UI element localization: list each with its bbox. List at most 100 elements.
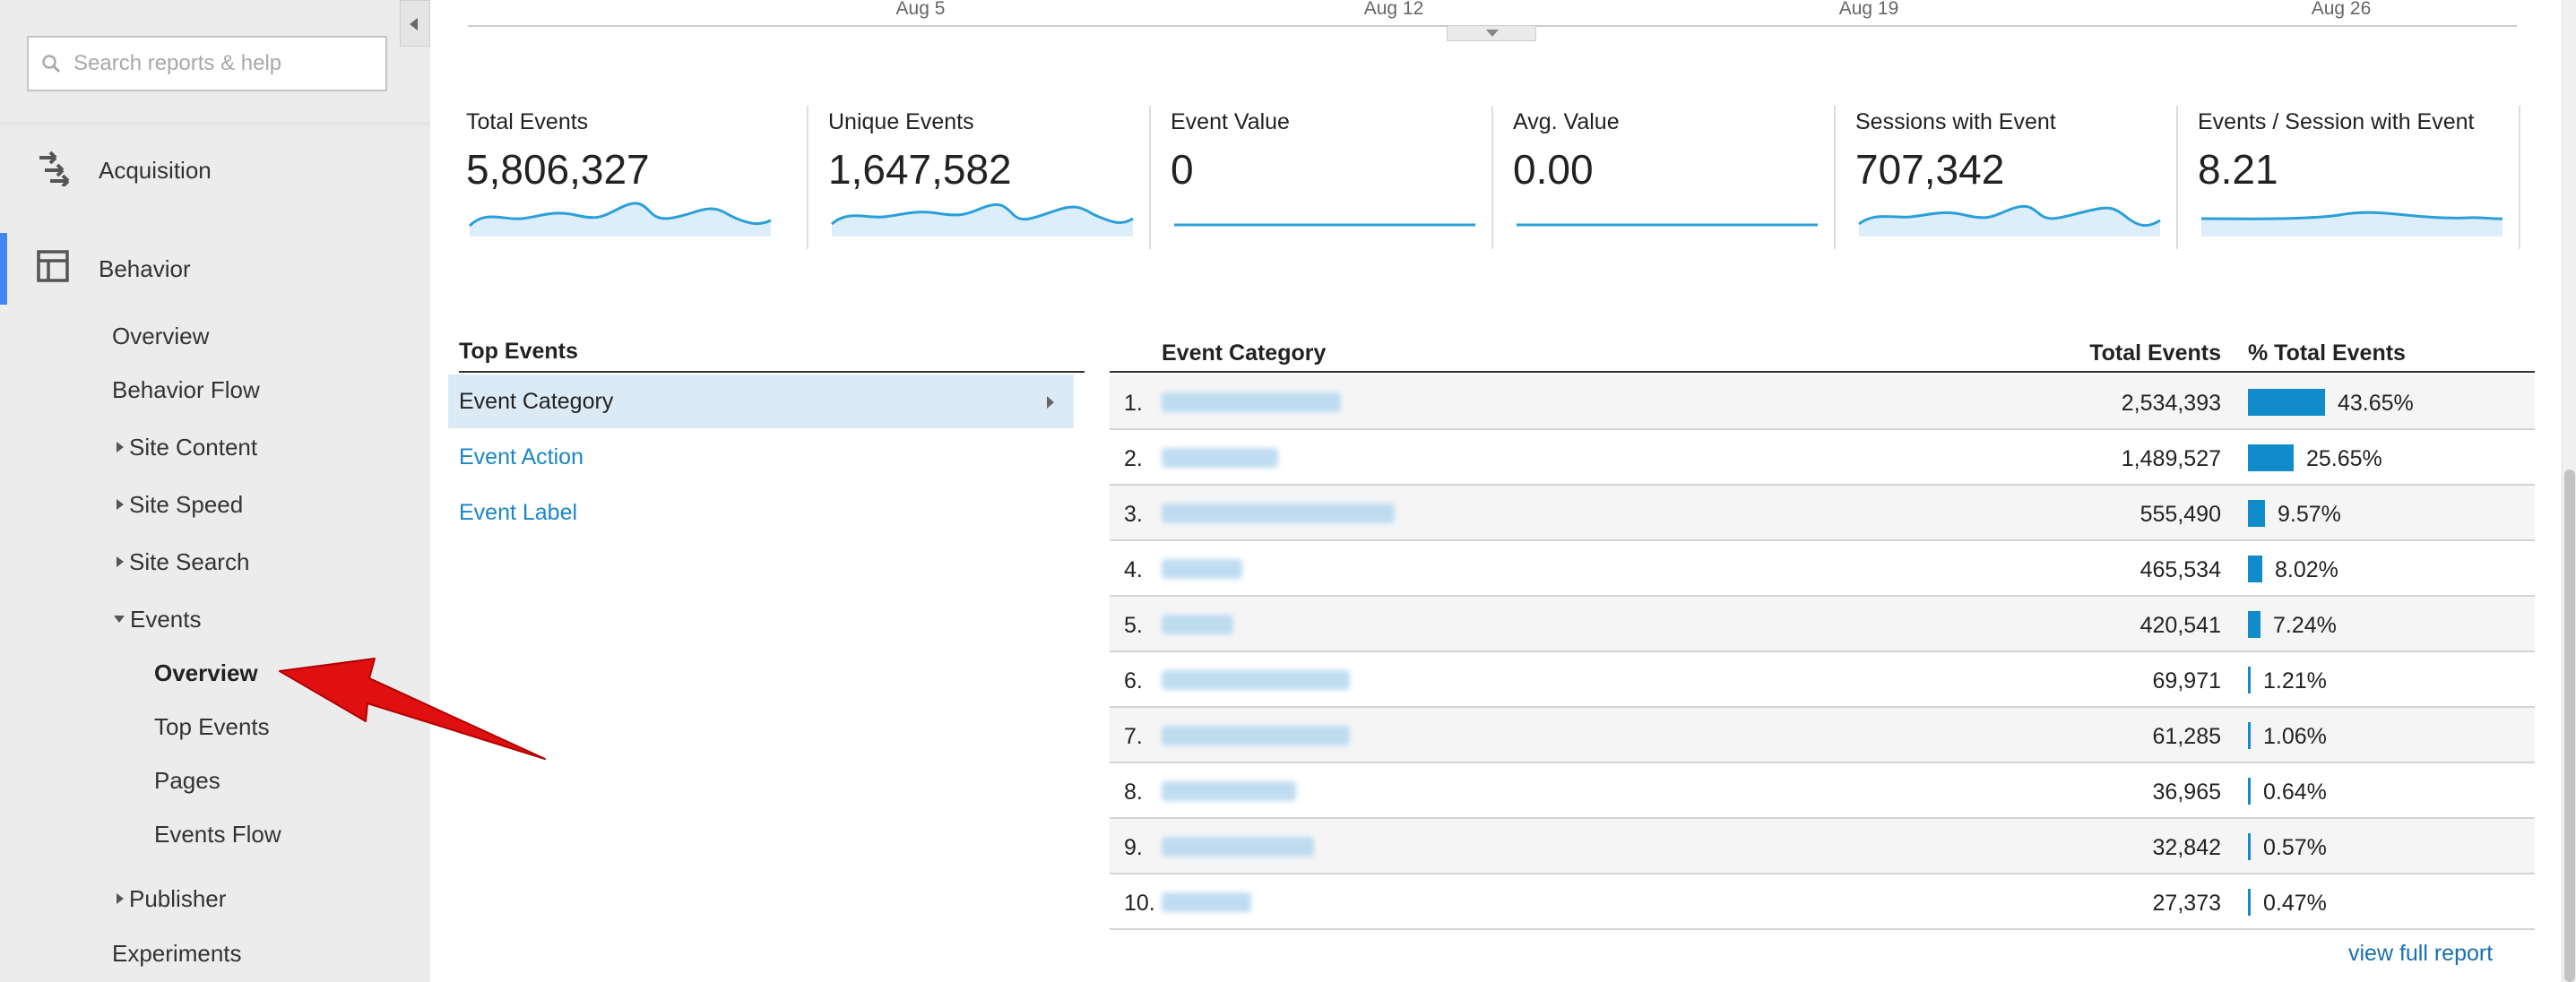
metric-events-per-session[interactable]: Events / Session with Event 8.21 <box>2178 106 2520 249</box>
row-rank: 10. <box>1124 891 1155 916</box>
table-row[interactable]: 8. 36,965 0.64% <box>1110 763 2535 819</box>
redacted-category-link[interactable] <box>1162 726 1350 745</box>
metric-avg-value[interactable]: Avg. Value 0.00 <box>1493 106 1836 249</box>
table-row[interactable]: 1. 2,534,393 43.65% <box>1110 375 2535 430</box>
column-header-pct-total[interactable]: % Total Events <box>2248 340 2406 366</box>
page-scrollbar[interactable] <box>2562 0 2576 982</box>
row-total-events: 555,490 <box>2139 502 2221 527</box>
redacted-category-link[interactable] <box>1162 670 1350 690</box>
nav-site-content[interactable]: Site Content <box>117 434 257 461</box>
timeline-expand-handle[interactable] <box>1447 25 1536 41</box>
metric-name: Sessions with Event <box>1855 109 2056 134</box>
nav-behavior[interactable]: Behavior <box>0 233 430 305</box>
row-share-bar <box>2248 889 2251 916</box>
redacted-category-link[interactable] <box>1162 559 1242 579</box>
top-events-item-action[interactable]: Event Action <box>448 430 1074 484</box>
annotation-arrow-icon <box>279 658 546 760</box>
table-row[interactable]: 6. 69,971 1.21% <box>1110 652 2535 708</box>
scrollbar-thumb[interactable] <box>2564 469 2575 982</box>
nav-events-overview[interactable]: Overview <box>154 659 258 686</box>
column-header-total-events[interactable]: Total Events <box>2089 340 2221 366</box>
row-rank: 2. <box>1124 446 1143 471</box>
nav-events-flow[interactable]: Events Flow <box>154 821 281 848</box>
top-events-item-label-text: Event Label <box>459 499 578 525</box>
metric-value: 8.21 <box>2198 146 2278 193</box>
nav-site-speed[interactable]: Site Speed <box>117 491 243 519</box>
collapse-arrow-icon <box>114 616 125 624</box>
row-share-bar <box>2248 722 2251 749</box>
top-events-item-label[interactable]: Event Label <box>448 486 1074 539</box>
nav-acquisition[interactable]: Acquisition <box>0 134 430 206</box>
column-header-category[interactable]: Event Category <box>1162 340 1327 366</box>
nav-experiments[interactable]: Experiments <box>112 940 242 967</box>
row-share-bar <box>2248 667 2251 693</box>
table-row[interactable]: 4. 465,534 8.02% <box>1110 541 2535 597</box>
row-rank: 6. <box>1124 668 1143 693</box>
search-icon <box>41 54 61 78</box>
row-total-events: 61,285 <box>2152 724 2221 749</box>
redacted-category-link[interactable] <box>1162 892 1251 912</box>
nav-site-search[interactable]: Site Search <box>117 548 249 576</box>
nav-publisher[interactable]: Publisher <box>117 885 226 913</box>
table-row[interactable]: 3. 555,490 9.57% <box>1110 486 2535 541</box>
sparkline <box>831 202 1134 237</box>
redacted-category-link[interactable] <box>1162 504 1395 523</box>
sparkline <box>1858 204 2161 237</box>
row-total-events: 2,534,393 <box>2121 391 2221 416</box>
table-header: Event Category Total Events % Total Even… <box>1110 339 2535 373</box>
nav-events-label: Events <box>130 606 202 633</box>
expand-arrow-icon <box>117 442 124 453</box>
table-row[interactable]: 2. 1,489,527 25.65% <box>1110 430 2535 486</box>
row-total-events: 32,842 <box>2152 835 2221 860</box>
top-events-item-label: Event Action <box>459 444 583 469</box>
table-row[interactable]: 10. 27,373 0.47% <box>1110 874 2535 930</box>
search-divider <box>0 122 430 129</box>
metric-unique-events[interactable]: Unique Events 1,647,582 <box>808 106 1151 249</box>
table-row[interactable]: 7. 61,285 1.06% <box>1110 708 2535 763</box>
redacted-category-link[interactable] <box>1162 781 1296 801</box>
metric-sessions-with-event[interactable]: Sessions with Event 707,342 <box>1836 106 2178 249</box>
metric-value: 707,342 <box>1855 146 2005 193</box>
nav-behavior-flow[interactable]: Behavior Flow <box>112 376 260 403</box>
redacted-category-link[interactable] <box>1162 448 1278 468</box>
chevron-right-icon <box>1047 396 1054 409</box>
row-rank: 5. <box>1124 613 1143 638</box>
row-pct-total: 0.47% <box>2263 891 2327 916</box>
redacted-category-link[interactable] <box>1162 837 1314 857</box>
redacted-category-link[interactable] <box>1162 392 1341 412</box>
nav-top-events[interactable]: Top Events <box>154 713 270 740</box>
redacted-category-link[interactable] <box>1162 615 1233 634</box>
row-share-bar <box>2248 389 2325 416</box>
metric-name: Avg. Value <box>1513 109 1620 134</box>
nav-events[interactable]: Events <box>114 606 202 633</box>
row-pct-total: 0.64% <box>2263 780 2327 805</box>
row-rank: 9. <box>1124 835 1143 860</box>
row-pct-total: 7.24% <box>2273 613 2337 638</box>
row-total-events: 1,489,527 <box>2121 446 2221 471</box>
table-row[interactable]: 9. 32,842 0.57% <box>1110 819 2535 874</box>
table-row[interactable]: 5. 420,541 7.24% <box>1110 597 2535 652</box>
metric-total-events[interactable]: Total Events 5,806,327 <box>466 106 808 249</box>
sidebar-collapse-button[interactable] <box>400 0 430 47</box>
timeline-label: Aug 5 <box>895 0 946 19</box>
chevron-left-icon <box>410 18 418 30</box>
metric-name: Events / Session with Event <box>2198 109 2475 134</box>
timeline-label: Aug 19 <box>1838 0 1899 19</box>
metric-value: 0 <box>1171 146 1194 193</box>
active-indicator <box>0 233 7 305</box>
nav-overview[interactable]: Overview <box>112 323 210 349</box>
metric-event-value[interactable]: Event Value 0 <box>1151 106 1493 249</box>
row-share-bar <box>2248 556 2262 582</box>
view-full-report-link[interactable]: view full report <box>2348 941 2494 966</box>
search-input[interactable] <box>73 38 378 90</box>
behavior-icon <box>36 249 70 289</box>
metric-name: Event Value <box>1171 109 1290 134</box>
nav-publisher-label: Publisher <box>129 885 227 912</box>
metric-value: 0.00 <box>1513 146 1594 193</box>
nav-pages[interactable]: Pages <box>154 767 220 794</box>
top-events-item-category[interactable]: Event Category <box>448 375 1074 428</box>
timeline-label: Aug 26 <box>2311 0 2372 19</box>
search-box[interactable] <box>27 36 387 91</box>
row-pct-total: 25.65% <box>2306 446 2382 471</box>
sidebar: Acquisition Behavior Overview Behavior F… <box>0 0 430 982</box>
